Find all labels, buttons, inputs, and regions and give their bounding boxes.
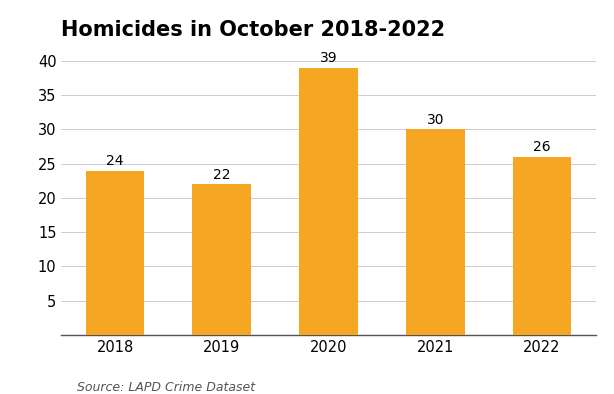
Bar (192, 184, 251, 335)
Text: 39: 39 (320, 51, 337, 65)
Bar (513, 157, 571, 335)
Text: Homicides in October 2018-2022: Homicides in October 2018-2022 (61, 20, 446, 40)
Text: 30: 30 (427, 113, 444, 127)
Text: 24: 24 (106, 154, 124, 168)
Text: Source: LAPD Crime Dataset: Source: LAPD Crime Dataset (77, 381, 255, 394)
Text: 22: 22 (213, 167, 230, 182)
Bar (86, 171, 144, 335)
Bar (406, 130, 465, 335)
Bar (299, 68, 358, 335)
Text: 26: 26 (533, 140, 551, 154)
